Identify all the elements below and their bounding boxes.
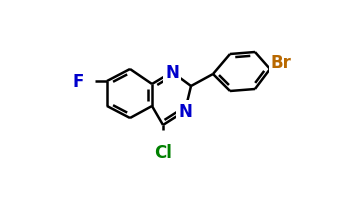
Text: F: F: [72, 73, 84, 91]
Text: Br: Br: [271, 54, 292, 72]
Text: Cl: Cl: [154, 143, 172, 161]
Text: N: N: [178, 102, 192, 120]
Text: N: N: [165, 64, 179, 82]
